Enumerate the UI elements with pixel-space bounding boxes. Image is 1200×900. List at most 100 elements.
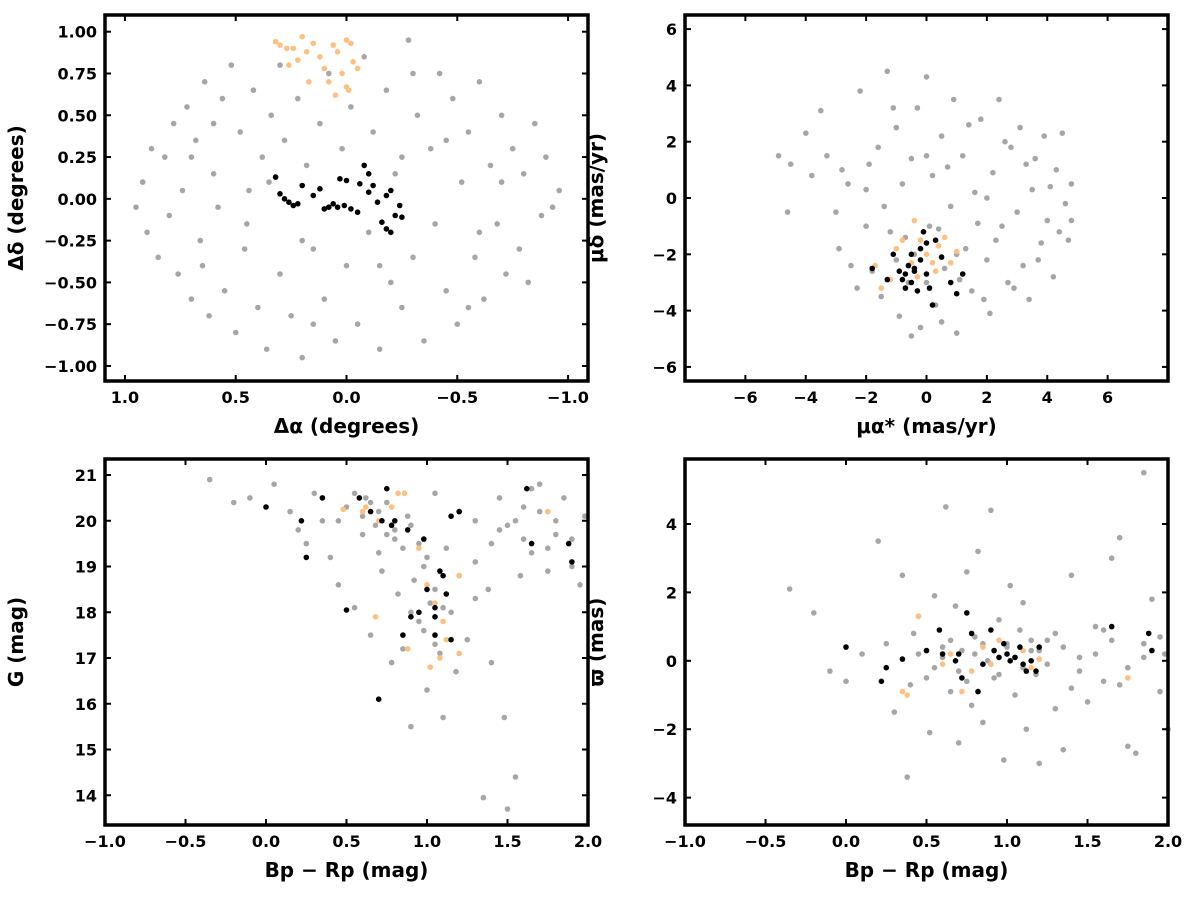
data-point-s3 [959, 675, 965, 681]
data-point-s3 [902, 271, 909, 277]
data-point-s2 [395, 490, 401, 497]
data-point-s3 [923, 647, 930, 654]
data-point-s1 [516, 246, 523, 252]
data-point-s1 [1162, 651, 1168, 657]
data-point-s1 [836, 245, 842, 252]
y-axis-label: G (mag) [4, 597, 28, 687]
data-point-s1 [1141, 640, 1147, 647]
data-point-s2 [899, 688, 906, 695]
data-point-s1 [295, 95, 301, 102]
data-point-s1 [376, 262, 383, 269]
data-point-s1 [978, 116, 984, 122]
data-point-s3 [884, 276, 891, 283]
data-point-s1 [1157, 634, 1163, 640]
x-tick-label: −0.5 [745, 832, 787, 851]
data-point-s3 [432, 604, 438, 611]
x-tick-label: 1.0 [111, 388, 139, 407]
data-point-s1 [1065, 237, 1072, 243]
data-point-s1 [250, 87, 257, 93]
data-point-s1 [206, 313, 212, 319]
data-point-s3 [843, 644, 849, 650]
data-point-s2 [330, 42, 337, 48]
data-point-s3 [365, 171, 372, 177]
data-point-s3 [528, 540, 535, 547]
data-point-s3 [361, 162, 368, 169]
data-point-s1 [553, 518, 559, 524]
data-point-s1 [528, 485, 535, 492]
data-point-s2 [290, 45, 297, 52]
data-point-s1 [1052, 705, 1059, 712]
data-point-s1 [295, 527, 302, 533]
y-tick-label: 2 [666, 583, 677, 602]
chart-panel-4: −1.0 −0.5 0.0 0.5 1.0 1.5 2.0 4 2 0 −2 −4 Bp − Rp (m… [584, 457, 1182, 882]
data-point-s1 [1011, 285, 1017, 291]
data-point-s3 [388, 187, 394, 194]
data-point-s1 [972, 651, 978, 657]
data-point-s1 [917, 324, 924, 331]
y-tick-label: −4 [652, 302, 677, 321]
data-point-s1 [1092, 623, 1099, 630]
data-point-s1 [545, 545, 551, 551]
data-point-s3 [375, 696, 382, 702]
data-point-s1 [443, 137, 450, 144]
data-point-s2 [388, 504, 395, 510]
data-point-s1 [487, 162, 494, 169]
x-tick-label: 2.0 [1154, 832, 1182, 851]
data-point-s2 [899, 237, 906, 243]
data-point-s1 [528, 550, 535, 556]
data-point-s3 [947, 279, 954, 286]
data-point-s1 [155, 254, 161, 261]
data-point-s3 [1004, 651, 1010, 657]
data-point-s3 [448, 513, 454, 519]
data-point-s1 [465, 304, 472, 311]
data-point-s1 [899, 572, 906, 579]
data-point-s1 [416, 540, 422, 547]
x-tick-label: 4 [1042, 388, 1053, 407]
data-point-s2 [947, 260, 954, 266]
data-point-s1 [923, 279, 930, 286]
data-point-s1 [472, 559, 479, 565]
data-point-s1 [809, 172, 815, 179]
x-tick-label: 1.0 [993, 832, 1021, 851]
data-point-s1 [811, 610, 817, 616]
data-point-s1 [375, 508, 382, 515]
data-point-s1 [1020, 599, 1026, 606]
data-point-s2 [904, 692, 910, 698]
data-point-s3 [290, 202, 297, 209]
data-point-s1 [410, 254, 416, 261]
data-point-s2 [443, 636, 450, 643]
data-point-s3 [379, 518, 385, 524]
data-point-s1 [488, 659, 495, 666]
data-point-s1 [1002, 138, 1008, 145]
data-point-s3 [299, 182, 306, 189]
data-point-s1 [193, 137, 199, 144]
data-point-s1 [476, 79, 483, 85]
data-point-s1 [843, 678, 849, 685]
data-point-s1 [255, 304, 261, 311]
x-tick-label: −1.0 [84, 832, 126, 851]
data-point-s1 [926, 223, 933, 229]
data-point-s1 [359, 531, 366, 538]
data-point-s1 [281, 137, 288, 144]
data-point-s3 [348, 206, 354, 212]
data-point-s2 [277, 42, 283, 48]
data-point-s1 [392, 527, 398, 533]
data-point-s3 [370, 182, 376, 189]
data-point-s3 [1020, 661, 1026, 667]
data-point-s1 [408, 723, 414, 730]
data-point-s1 [939, 644, 946, 650]
data-point-s2 [935, 243, 942, 249]
data-point-s1 [1044, 661, 1051, 667]
data-point-s1 [432, 641, 438, 648]
chart-panel-1: 1.0 0.5 0.0 −0.5 −1.0 1.00 0.75 0.50 0.25 0.00 −0.… [4, 13, 590, 438]
data-point-s2 [299, 33, 306, 40]
data-point-s1 [144, 229, 150, 236]
data-point-s1 [287, 508, 293, 515]
data-point-s1 [866, 161, 872, 167]
data-point-s1 [975, 548, 981, 555]
data-point-s1 [421, 627, 427, 634]
data-point-s1 [1023, 726, 1030, 732]
data-point-s1 [991, 675, 997, 681]
data-point-s1 [228, 62, 235, 68]
data-point-s1 [582, 513, 588, 519]
